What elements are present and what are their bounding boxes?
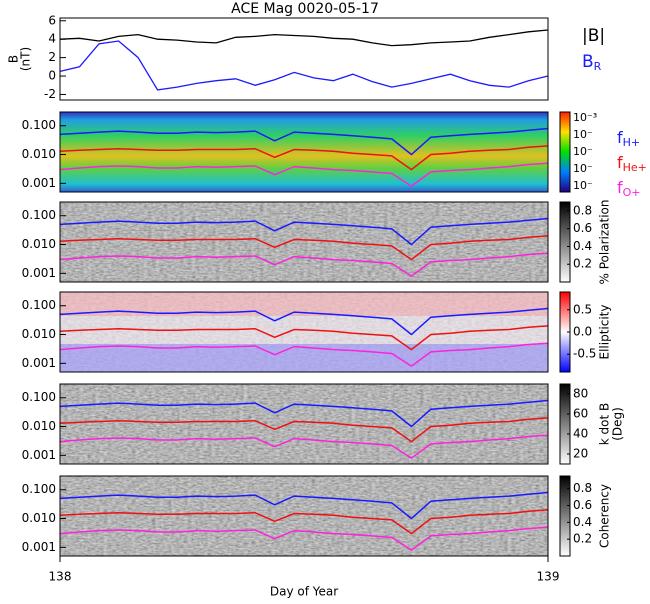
chart-title: ACE Mag 0020-05-17 <box>231 1 379 17</box>
frequency-line <box>59 217 549 246</box>
frequency-line <box>59 325 549 351</box>
colorbar-label: Ellipticity <box>598 305 612 360</box>
y-tick-label: 0.010 <box>22 237 56 251</box>
x-tick-label: 139 <box>537 570 560 584</box>
colorbar-tick-label: 10⁻ <box>573 179 593 192</box>
colorbar-tick-label: 10⁻ <box>573 128 593 141</box>
colorbar-tick-label: 10⁻ <box>573 162 593 175</box>
frequency-line <box>59 127 549 156</box>
colorbar-tick-label: 0.0 <box>573 325 592 339</box>
plot-frame <box>59 201 549 283</box>
y-tick-label: 0.010 <box>22 419 56 433</box>
legend-label: |B| <box>582 26 605 46</box>
legend-label: fO+ <box>617 178 641 200</box>
colorbar-tick-label: 0.2 <box>573 257 592 271</box>
colorbar-tick-label: 0.6 <box>573 498 592 512</box>
plot-frame <box>59 17 549 101</box>
plot-frame <box>59 475 549 557</box>
colorbar-tick-label: 0.4 <box>573 515 592 529</box>
spectrogram-image <box>60 112 548 192</box>
frequency-line <box>59 509 549 535</box>
colorbar-tick-label: 0.8 <box>573 203 592 217</box>
colorbar-label: % Polarization <box>598 200 612 285</box>
frequency-line <box>59 252 549 278</box>
colorbar-tick-label: 20 <box>573 447 588 461</box>
spectrogram-texture <box>60 384 548 464</box>
y-tick-label: 0.001 <box>22 356 56 370</box>
plot-frame <box>59 111 549 193</box>
legend-label: fH+ <box>617 128 640 150</box>
colorbar <box>559 475 571 557</box>
frequency-line <box>59 399 549 428</box>
colorbar-tick-label: -0.5 <box>573 347 596 361</box>
series-line <box>59 29 549 47</box>
x-tick-label: 138 <box>49 570 72 584</box>
frequency-line <box>59 162 549 188</box>
y-tick-label: 0.100 <box>22 482 56 496</box>
x-axis-label: Day of Year <box>270 585 338 599</box>
y-tick-label: -2 <box>44 87 56 101</box>
frequency-line <box>59 342 549 368</box>
y-tick-label: 0.010 <box>22 327 56 341</box>
colorbar-tick-label: 0.5 <box>573 302 592 316</box>
colorbar <box>559 201 571 283</box>
colorbar-tick-label: 0.6 <box>573 221 592 235</box>
frequency-line <box>59 491 549 520</box>
y-tick-label: 0.010 <box>22 147 56 161</box>
spectrogram-texture <box>60 202 548 282</box>
legend-label: fHe+ <box>617 153 647 175</box>
colorbar <box>559 111 571 193</box>
plot-frame <box>59 291 549 373</box>
spectrogram-shade <box>60 344 548 372</box>
y-tick-label: 6 <box>48 13 56 27</box>
y-tick-label: 0.001 <box>22 266 56 280</box>
frequency-line <box>59 417 549 443</box>
frequency-line <box>59 434 549 460</box>
series-line <box>59 40 549 91</box>
frequency-line <box>59 235 549 261</box>
y-tick-label: 0.100 <box>22 298 56 312</box>
frequency-line <box>59 307 549 336</box>
colorbar-tick-label: 40 <box>573 427 588 441</box>
colorbar-label: (Deg) <box>611 407 625 441</box>
frequency-line <box>59 526 549 552</box>
frequency-line <box>59 145 549 171</box>
colorbar-label: Coherency <box>598 484 612 548</box>
colorbar-tick-label: 0.4 <box>573 239 592 253</box>
spectrogram-texture <box>60 476 548 556</box>
y-tick-label: 0.100 <box>22 208 56 222</box>
y-tick-label: 0.001 <box>22 540 56 554</box>
y-tick-label: 0.100 <box>22 118 56 132</box>
colorbar-tick-label: 10⁻ <box>573 145 593 158</box>
colorbar-tick-label: 60 <box>573 407 588 421</box>
colorbar <box>559 383 571 465</box>
y-tick-label: 0.001 <box>22 448 56 462</box>
colorbar-tick-label: 80 <box>573 387 588 401</box>
y-tick-label: 4 <box>48 32 56 46</box>
y-tick-label: 0.010 <box>22 511 56 525</box>
colorbar-tick-label: 10⁻³ <box>573 111 597 124</box>
colorbar-tick-label: 0.8 <box>573 481 592 495</box>
y-tick-label: 0 <box>48 69 56 83</box>
colorbar-tick-label: 0.2 <box>573 532 592 546</box>
y-tick-label: 0.100 <box>22 390 56 404</box>
y-axis-label: (nT) <box>19 47 33 71</box>
colorbar-label: k dot B <box>598 403 612 445</box>
y-tick-label: 2 <box>48 50 56 64</box>
legend-label: BR <box>582 52 602 73</box>
plot-frame <box>59 383 549 465</box>
y-axis-label: B <box>7 55 21 63</box>
y-tick-label: 0.001 <box>22 176 56 190</box>
